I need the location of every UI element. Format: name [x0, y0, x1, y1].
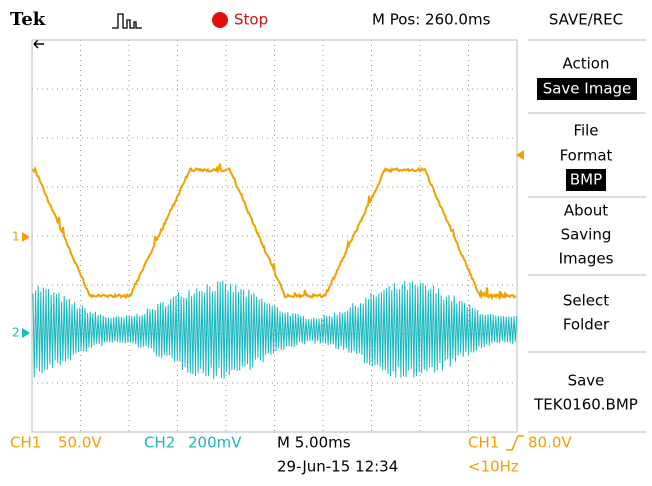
trigger-source: CH1: [468, 434, 499, 452]
date: 29-Jun-15 12:34: [277, 458, 398, 476]
menu-value[interactable]: Save Image: [543, 80, 632, 98]
menu-title: SAVE/REC: [549, 11, 623, 29]
menu-label[interactable]: Saving: [561, 226, 612, 244]
menu-label[interactable]: About: [564, 202, 608, 220]
run-status: Stop: [234, 11, 268, 29]
menu-label[interactable]: Images: [559, 250, 614, 268]
oscilloscope-screen: Tek Stop M Pos: 260.0ms SAVE/REC 1 2 Act…: [0, 0, 652, 486]
ch1-scale: 50.0V: [58, 434, 102, 452]
ch2-marker: 2: [12, 326, 20, 340]
stop-icon: [212, 12, 228, 28]
menu-label[interactable]: Save: [568, 372, 605, 390]
brand: Tek: [10, 9, 46, 30]
ch2-scale: 200mV: [188, 434, 242, 452]
ch2-label: CH2: [144, 434, 175, 452]
menu-value[interactable]: BMP: [570, 171, 602, 189]
menu-label[interactable]: Format: [560, 147, 613, 165]
trigger-level: 80.0V: [528, 434, 572, 452]
timebase: M 5.00ms: [277, 434, 351, 452]
menu-value[interactable]: TEK0160.BMP: [533, 396, 638, 414]
ch1-label: CH1: [10, 434, 41, 452]
menu-label[interactable]: Folder: [563, 316, 610, 334]
position: M Pos: 260.0ms: [372, 11, 491, 29]
frequency: <10Hz: [468, 458, 519, 476]
menu-label[interactable]: File: [573, 122, 598, 140]
ch1-marker: 1: [12, 230, 20, 244]
menu-label[interactable]: Action: [563, 55, 610, 73]
menu-label[interactable]: Select: [563, 292, 609, 310]
